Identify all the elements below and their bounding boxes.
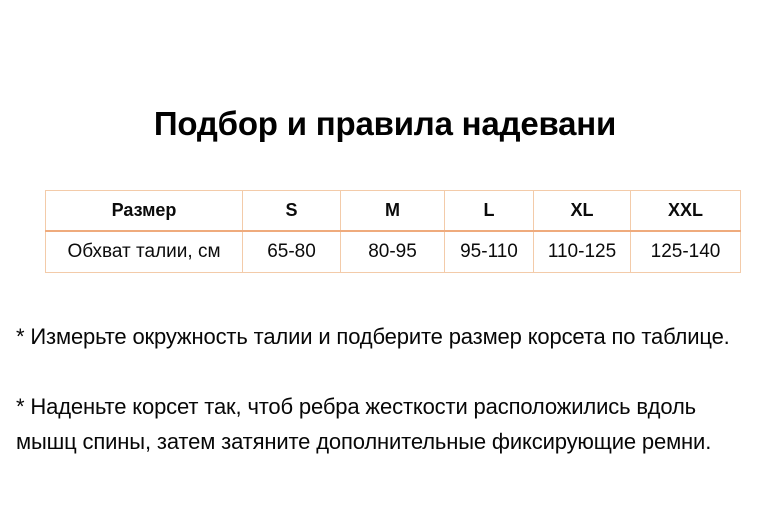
table-header-cell-xxl: XXL bbox=[630, 190, 741, 232]
table-header-cell-m: M bbox=[340, 190, 445, 232]
table-row: Обхват талии, см 65-80 80-95 95-110 110-… bbox=[45, 230, 741, 273]
size-chart-table: Размер S M L XL XXL Обхват талии, см 65-… bbox=[45, 190, 741, 273]
table-header-cell-xl: XL bbox=[533, 190, 631, 232]
note-wearing-instructions: * Наденьте корсет так, чтоб ребра жестко… bbox=[16, 394, 712, 454]
note-measure-waist: * Измерьте окружность талии и подберите … bbox=[16, 324, 730, 349]
table-header-cell-s: S bbox=[242, 190, 341, 232]
notes-section: * Измерьте окружность талии и подберите … bbox=[16, 297, 758, 481]
table-header-cell-size: Размер bbox=[45, 190, 243, 232]
table-cell-waist-xl: 110-125 bbox=[533, 230, 631, 273]
table-cell-waist-m: 80-95 bbox=[340, 230, 445, 273]
size-table-container: Размер S M L XL XXL Обхват талии, см 65-… bbox=[45, 190, 741, 273]
table-cell-waist-l: 95-110 bbox=[444, 230, 534, 273]
table-header-cell-l: L bbox=[444, 190, 534, 232]
table-header-row: Размер S M L XL XXL bbox=[45, 190, 741, 232]
table-row-label-waist: Обхват талии, см bbox=[45, 230, 243, 273]
table-cell-waist-xxl: 125-140 bbox=[630, 230, 741, 273]
page-title: Подбор и правила надевани bbox=[153, 105, 617, 143]
table-cell-waist-s: 65-80 bbox=[242, 230, 341, 273]
